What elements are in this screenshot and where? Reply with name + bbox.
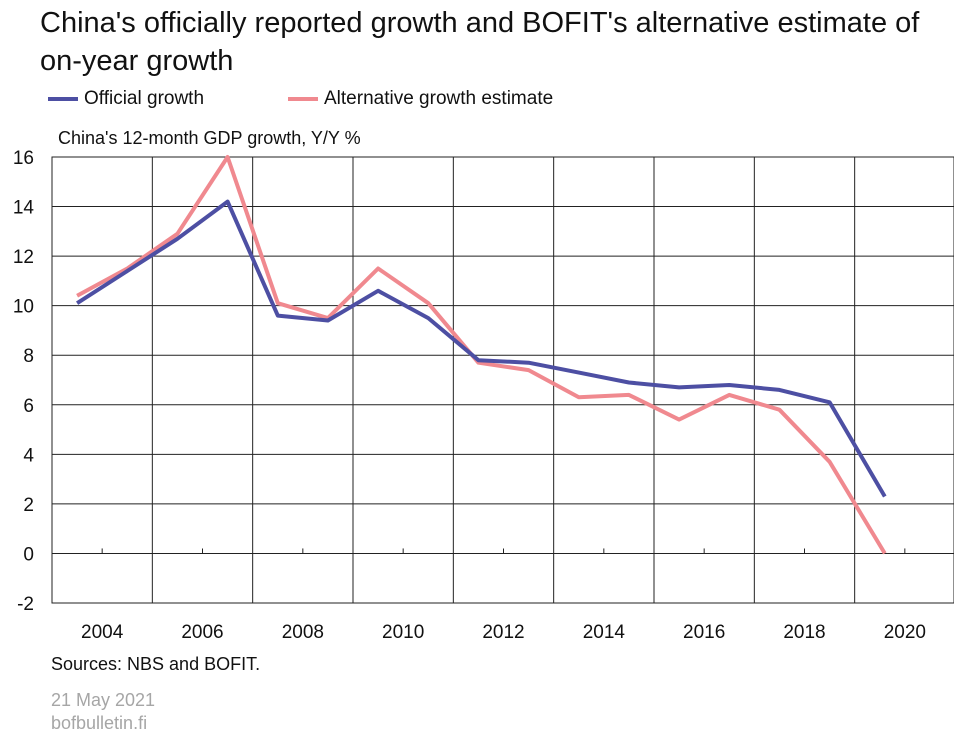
y-tick-label-7: 12 bbox=[13, 247, 34, 268]
x-tick-label-0: 2004 bbox=[81, 622, 124, 643]
x-tick-label-5: 2014 bbox=[583, 622, 626, 643]
series-line-alternative bbox=[76, 155, 887, 555]
legend-swatch-official bbox=[48, 97, 78, 101]
legend-label-official: Official growth bbox=[84, 88, 205, 109]
y-tick-label-1: 0 bbox=[23, 544, 34, 565]
y-tick-label-8: 14 bbox=[13, 198, 35, 219]
x-tick-label-1: 2006 bbox=[181, 622, 223, 643]
chart-subtitle: China's 12-month GDP growth, Y/Y % bbox=[58, 128, 361, 148]
tick-label-layer: -2 0 2 4 6 8 10 12 14 16 2004 2006 2008 2010 2012 2014 2… bbox=[13, 148, 926, 643]
y-tick-label-6: 10 bbox=[13, 297, 34, 318]
legend-label-alternative: Alternative growth estimate bbox=[324, 88, 554, 109]
x-tick-label-2: 2008 bbox=[282, 622, 324, 643]
axis-layer bbox=[51, 156, 954, 604]
y-tick-label-9: 16 bbox=[13, 148, 34, 169]
legend-item-official: Official growth bbox=[48, 88, 204, 110]
x-tick-label-7: 2018 bbox=[783, 622, 825, 643]
x-tick-label-4: 2012 bbox=[482, 622, 524, 643]
chart-title: China's officially reported growth and B… bbox=[40, 7, 920, 77]
site-name: bofbulletin.fi bbox=[51, 713, 148, 733]
sources-note: Sources: NBS and BOFIT. bbox=[51, 654, 261, 674]
y-tick-label-2: 2 bbox=[23, 495, 34, 516]
legend-swatch-alternative bbox=[288, 97, 318, 101]
plot-frame bbox=[51, 156, 954, 604]
series-line-official bbox=[76, 199, 887, 498]
y-tick-label-5: 8 bbox=[23, 346, 34, 367]
y-tick-label-3: 4 bbox=[23, 445, 34, 466]
y-tick-label-4: 6 bbox=[23, 396, 34, 417]
legend-item-alternative: Alternative growth estimate bbox=[288, 88, 553, 110]
x-tick-label-6: 2016 bbox=[683, 622, 725, 643]
y-tick-label-0: -2 bbox=[17, 594, 34, 615]
x-tick-label-3: 2010 bbox=[382, 622, 424, 643]
series-layer bbox=[76, 155, 887, 555]
grid-layer bbox=[52, 156, 954, 604]
publication-date: 21 May 2021 bbox=[51, 690, 156, 710]
x-tick-label-8: 2020 bbox=[884, 622, 926, 643]
